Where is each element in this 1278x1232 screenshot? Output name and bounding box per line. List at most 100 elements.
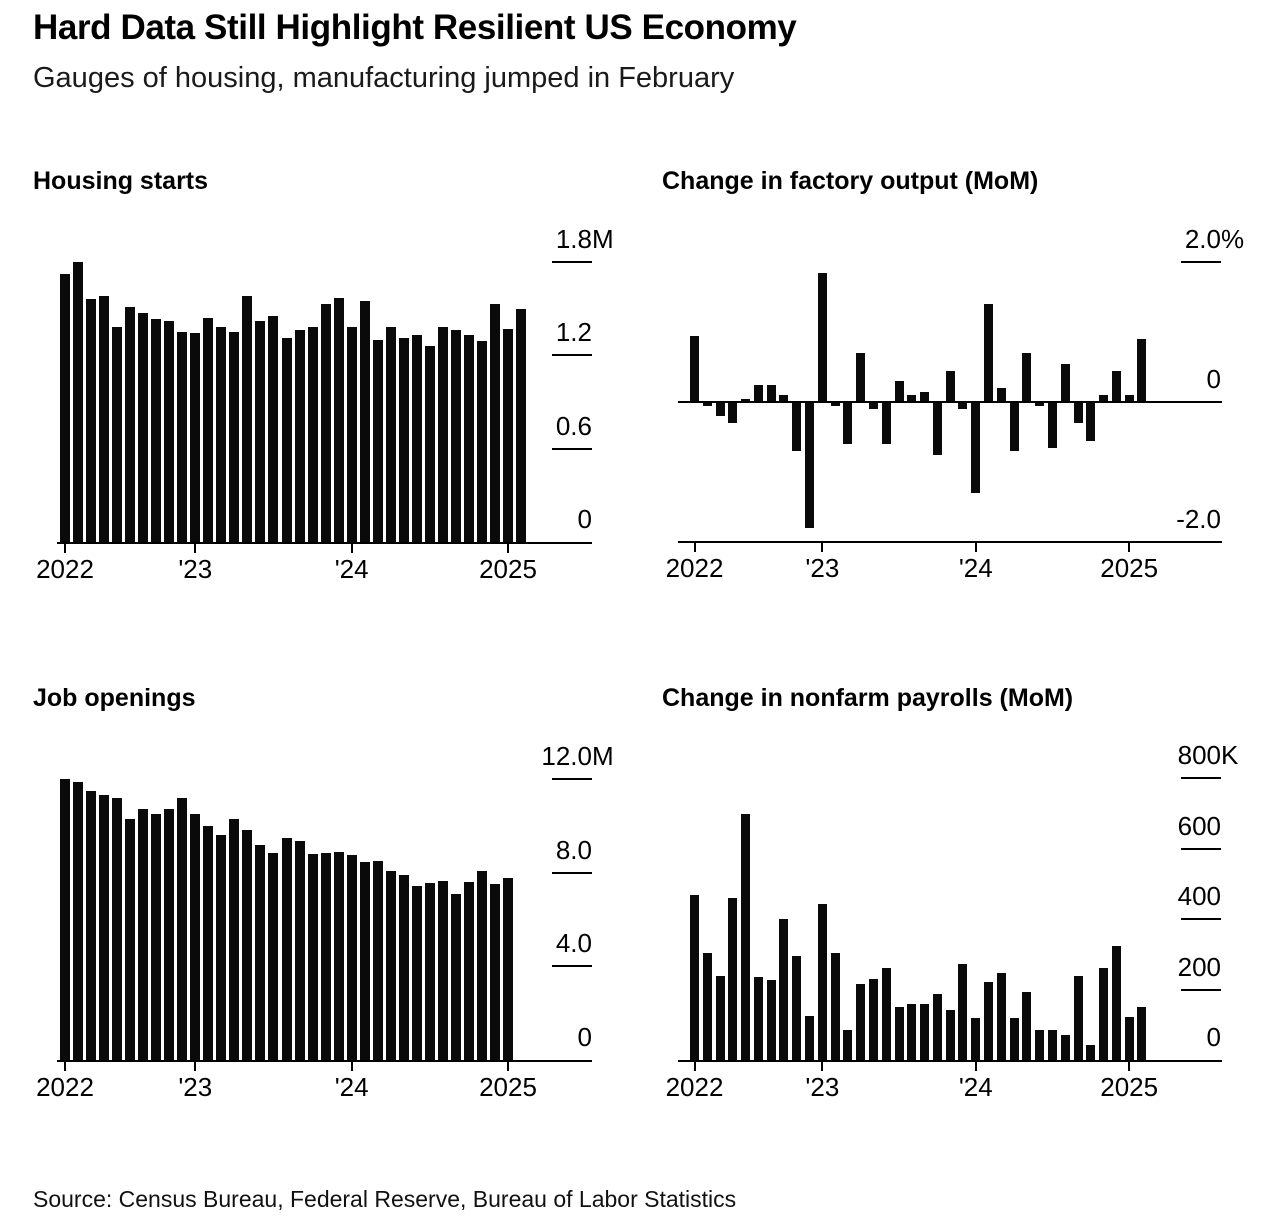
housing-starts-bar xyxy=(268,316,279,542)
factory-output-bar xyxy=(1099,395,1109,402)
housing-starts-x-tick xyxy=(507,544,510,553)
nonfarm-payrolls-x-axis-label: 2022 xyxy=(665,1072,724,1102)
page-subtitle: Gauges of housing, manufacturing jumped … xyxy=(33,62,735,94)
housing-starts-bar xyxy=(463,335,474,542)
factory-output-y-axis-label: -2.0 xyxy=(1061,506,1221,532)
factory-output-zero-line xyxy=(678,401,1222,403)
factory-output-x-tick xyxy=(1128,543,1131,552)
factory-output-x-axis-label: 2025 xyxy=(1100,553,1159,583)
factory-output-x-tick xyxy=(821,543,824,552)
job-openings-bar xyxy=(177,797,188,1060)
nonfarm-payrolls-bar xyxy=(1099,968,1109,1060)
nonfarm-payrolls-bar xyxy=(1124,1017,1134,1060)
nonfarm-payrolls-bar xyxy=(907,1003,917,1060)
factory-output-bar xyxy=(945,370,955,402)
job-openings-x-axis-label: '24 xyxy=(334,1072,369,1102)
job-openings-bar xyxy=(424,883,435,1060)
factory-output-bar xyxy=(830,402,840,406)
nonfarm-payrolls-y-axis-label: 800 K xyxy=(1061,740,1239,771)
y-axis-tick-value: 600 xyxy=(1177,810,1221,841)
housing-starts-x-axis-label: '23 xyxy=(178,554,213,584)
job-openings-bar xyxy=(229,818,240,1060)
source-line: Source: Census Bureau, Federal Reserve, … xyxy=(33,1186,737,1212)
nonfarm-payrolls-y-gridline xyxy=(1181,777,1221,780)
factory-output-bar xyxy=(1047,402,1057,448)
housing-starts-bar xyxy=(476,341,487,542)
job-openings-bar xyxy=(346,855,357,1060)
factory-output-bar xyxy=(779,395,789,402)
factory-output-bar xyxy=(843,402,853,444)
nonfarm-payrolls-bar xyxy=(984,981,994,1060)
y-axis-unit-suffix: % xyxy=(1221,224,1245,254)
factory-output-y-axis-label: 0 xyxy=(1061,366,1221,392)
housing-starts-x-tick xyxy=(350,544,353,553)
housing-starts-y-axis-label: 1.8 M xyxy=(432,223,614,254)
job-openings-x-tick xyxy=(194,1062,197,1071)
housing-starts-bar xyxy=(320,303,331,542)
factory-output-bar xyxy=(984,304,994,402)
housing-starts-bar xyxy=(203,317,214,542)
job-openings-bar xyxy=(294,841,305,1060)
housing-starts-bar xyxy=(242,296,253,542)
housing-starts-bar xyxy=(294,330,305,542)
housing-starts-bar xyxy=(424,345,435,542)
factory-output-y-axis-label: 2.0% xyxy=(1061,224,1244,254)
job-openings-y-axis-label: 4.0 xyxy=(432,930,592,956)
housing-starts-bar xyxy=(346,327,357,542)
y-axis-tick-value: 0 xyxy=(577,504,592,534)
factory-output-bar xyxy=(894,381,904,402)
job-openings-bar xyxy=(255,844,266,1060)
housing-starts-bar xyxy=(437,327,448,542)
job-openings-bar xyxy=(216,835,227,1060)
job-openings-x-axis-label: 2022 xyxy=(36,1072,94,1102)
nonfarm-payrolls-bar xyxy=(728,898,738,1060)
nonfarm-payrolls-x-axis-label: '24 xyxy=(958,1072,993,1102)
factory-output-bar xyxy=(715,402,725,416)
nonfarm-payrolls-bar xyxy=(1086,1044,1096,1060)
y-axis-tick-value: 4.0 xyxy=(555,928,592,959)
chart-title-housing-starts: Housing starts xyxy=(33,167,209,195)
housing-starts-x-tick xyxy=(194,544,197,553)
housing-starts-y-gridline xyxy=(552,354,592,357)
job-openings-bar xyxy=(203,825,214,1060)
housing-starts-y-gridline xyxy=(552,447,592,450)
job-openings-y-gridline xyxy=(552,777,592,780)
factory-output-bar xyxy=(741,398,751,402)
housing-starts-bar xyxy=(164,321,175,542)
housing-starts-bar xyxy=(151,319,162,542)
nonfarm-payrolls-bar xyxy=(741,813,751,1060)
job-openings-bar xyxy=(281,837,292,1060)
housing-starts-bar xyxy=(138,313,149,542)
factory-output-bar xyxy=(817,272,827,402)
nonfarm-payrolls-bar xyxy=(1060,1035,1070,1060)
job-openings-x-tick xyxy=(507,1062,510,1071)
y-axis-tick-value: 1.8 xyxy=(555,223,592,254)
nonfarm-payrolls-bar xyxy=(805,1016,815,1060)
nonfarm-payrolls-bar xyxy=(792,956,802,1060)
factory-output-bar xyxy=(856,353,866,402)
y-axis-tick-value: 400 xyxy=(1177,881,1221,912)
job-openings-bar xyxy=(307,853,318,1060)
y-axis-tick-value: 2.0 xyxy=(1184,224,1221,254)
job-openings-x-axis-label: '23 xyxy=(178,1072,213,1102)
factory-output-bar xyxy=(932,402,942,455)
factory-output-x-axis xyxy=(678,541,1222,543)
job-openings-y-axis-label: 0 xyxy=(432,1024,592,1050)
nonfarm-payrolls-bar xyxy=(715,975,725,1060)
housing-starts-bar xyxy=(307,327,318,542)
nonfarm-payrolls-bar xyxy=(971,1017,981,1060)
housing-starts-x-axis-label: 2025 xyxy=(479,554,537,584)
job-openings-bar xyxy=(385,871,396,1060)
y-axis-tick-value: 800 xyxy=(1177,740,1221,771)
y-axis-unit-suffix: M xyxy=(592,740,614,771)
factory-output-bar xyxy=(1035,402,1045,406)
nonfarm-payrolls-bar xyxy=(817,903,827,1060)
nonfarm-payrolls-bar xyxy=(1035,1030,1045,1060)
nonfarm-payrolls-x-axis xyxy=(678,1060,1222,1062)
nonfarm-payrolls-bar xyxy=(690,894,699,1060)
job-openings-y-axis-label: 8.0 xyxy=(432,837,592,863)
job-openings-bar xyxy=(268,852,279,1060)
nonfarm-payrolls-y-gridline xyxy=(1181,918,1221,921)
job-openings-y-gridline xyxy=(552,871,592,874)
nonfarm-payrolls-y-gridline xyxy=(1181,847,1221,850)
